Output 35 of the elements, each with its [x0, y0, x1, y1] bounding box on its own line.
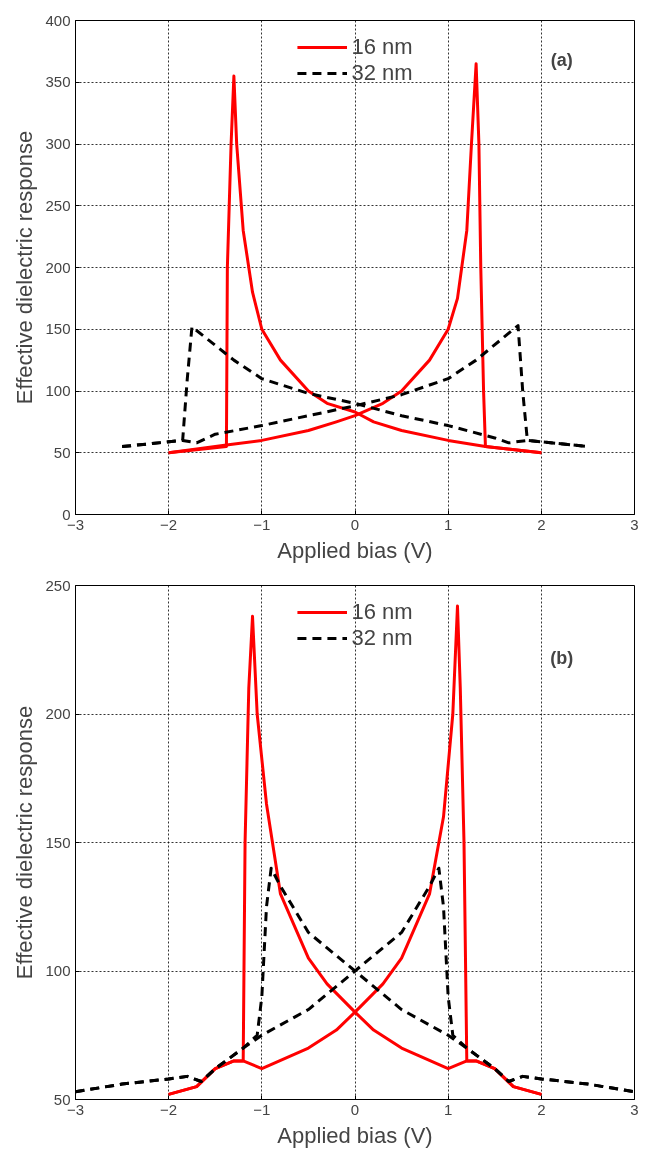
x-tick-label: −2 — [160, 1100, 178, 1118]
y-tick-label: 50 — [53, 1090, 71, 1108]
x-tick-label: 3 — [630, 515, 639, 533]
x-axis-title: Applied bias (V) — [277, 537, 433, 563]
y-tick-label: 100 — [45, 962, 71, 979]
y-tick-label: 250 — [45, 576, 71, 594]
y-tick-label: 400 — [45, 11, 71, 29]
annotation: (b) — [550, 647, 574, 668]
y-tick-label: 100 — [45, 382, 71, 399]
annotation: (a) — [550, 49, 573, 70]
y-tick-label: 350 — [45, 73, 71, 91]
x-tick-label: 1 — [444, 515, 453, 533]
y-tick-label: 250 — [45, 196, 71, 214]
x-tick-label: −1 — [253, 515, 271, 533]
y-axis-title: Effective dielectric response — [12, 705, 38, 980]
x-tick-label: 2 — [537, 515, 546, 533]
legend-label: 16 nm — [351, 599, 413, 625]
y-tick-label: 200 — [45, 705, 71, 722]
y-tick-label: 300 — [45, 135, 71, 152]
x-tick-label: 0 — [350, 515, 360, 533]
legend-label: 16 nm — [351, 34, 413, 60]
x-tick-label: 3 — [630, 1100, 639, 1118]
y-axis-title: Effective dielectric response — [12, 130, 38, 405]
x-tick-label: 1 — [444, 1100, 453, 1118]
x-tick-label: 0 — [350, 1100, 360, 1118]
y-tick-label: 50 — [53, 443, 71, 461]
y-tick-label: 150 — [45, 833, 71, 851]
x-axis-title: Applied bias (V) — [277, 1122, 433, 1148]
y-tick-label: 150 — [45, 320, 71, 338]
legend-label: 32 nm — [351, 625, 413, 651]
x-tick-label: −1 — [253, 1100, 271, 1118]
x-tick-label: 2 — [537, 1100, 546, 1118]
legend-label: 32 nm — [351, 60, 413, 86]
y-tick-label: 200 — [45, 258, 71, 276]
x-tick-label: −2 — [160, 515, 178, 533]
